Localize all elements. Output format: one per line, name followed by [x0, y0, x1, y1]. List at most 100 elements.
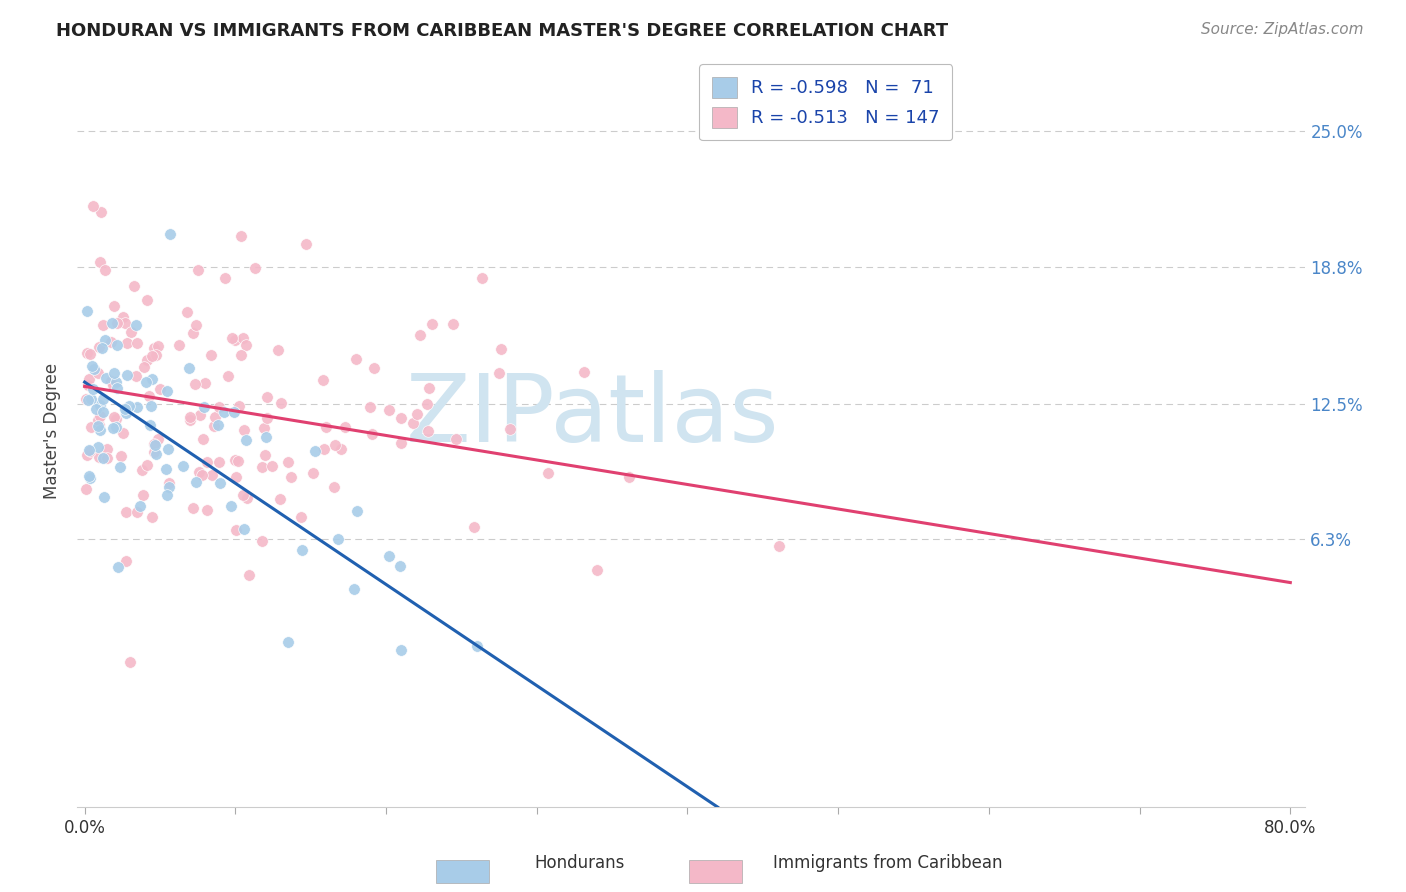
Point	[465, 639, 488, 653]
Point	[132, 359, 155, 374]
Point	[79, 471, 101, 485]
Point	[104, 412, 127, 426]
Point	[103, 299, 125, 313]
Point	[91, 405, 114, 419]
Point	[131, 463, 153, 477]
Point	[125, 504, 148, 518]
Point	[141, 372, 163, 386]
Point	[104, 420, 127, 434]
Point	[191, 468, 214, 483]
Point	[218, 368, 240, 383]
Point	[360, 427, 382, 442]
Point	[232, 423, 254, 437]
Point	[290, 509, 312, 524]
Point	[183, 377, 205, 392]
Point	[179, 409, 201, 424]
Point	[142, 437, 165, 451]
Point	[79, 444, 101, 458]
Point	[280, 470, 302, 484]
Point	[235, 433, 257, 447]
Point	[277, 635, 299, 649]
Point	[80, 419, 103, 434]
Text: Immigrants from Caribbean: Immigrants from Caribbean	[773, 855, 1002, 872]
Text: Hondurans: Hondurans	[534, 855, 624, 872]
Point	[124, 279, 146, 293]
Point	[146, 339, 169, 353]
Point	[377, 403, 399, 417]
Legend: R = -0.598   N =  71, R = -0.513   N = 147: R = -0.598 N = 71, R = -0.513 N = 147	[699, 64, 952, 140]
Point	[225, 523, 247, 537]
Point	[156, 384, 179, 399]
Point	[291, 543, 314, 558]
Point	[441, 317, 464, 331]
Point	[201, 468, 224, 483]
Point	[89, 424, 111, 438]
Point	[107, 381, 129, 395]
Point	[100, 316, 122, 330]
Point	[159, 227, 181, 241]
Point	[91, 392, 114, 406]
Point	[114, 554, 136, 568]
Point	[79, 347, 101, 361]
Point	[342, 582, 364, 596]
Point	[94, 334, 117, 348]
Point	[208, 455, 231, 469]
Point	[142, 445, 165, 459]
Text: ZIPatlas: ZIPatlas	[406, 370, 780, 462]
Point	[232, 488, 254, 502]
Point	[214, 271, 236, 285]
Point	[149, 382, 172, 396]
Point	[768, 539, 790, 553]
Point	[187, 465, 209, 479]
Point	[329, 442, 352, 456]
Point	[100, 375, 122, 389]
Point	[89, 409, 111, 423]
Point	[277, 454, 299, 468]
Point	[269, 492, 291, 507]
Point	[145, 348, 167, 362]
Point	[315, 420, 337, 434]
Point	[617, 469, 640, 483]
Point	[135, 376, 157, 390]
Point	[139, 399, 162, 413]
Point	[323, 479, 346, 493]
Point	[219, 499, 242, 513]
Point	[229, 348, 252, 362]
Point	[125, 400, 148, 414]
Point	[177, 361, 200, 376]
Point	[115, 335, 138, 350]
Point	[391, 642, 413, 657]
Point	[87, 367, 110, 381]
Point	[229, 229, 252, 244]
Point	[75, 482, 97, 496]
Point	[226, 454, 249, 468]
Point	[193, 376, 215, 390]
Text: Source: ZipAtlas.com: Source: ZipAtlas.com	[1201, 22, 1364, 37]
Point	[389, 559, 412, 574]
Point	[537, 466, 560, 480]
Point	[250, 459, 273, 474]
Point	[76, 304, 98, 318]
Point	[202, 418, 225, 433]
Point	[91, 450, 114, 465]
Point	[418, 381, 440, 395]
Point	[172, 458, 194, 473]
Point	[335, 419, 357, 434]
Point	[187, 262, 209, 277]
Point	[235, 338, 257, 352]
Point	[76, 346, 98, 360]
Point	[250, 534, 273, 549]
Point	[224, 453, 246, 467]
Point	[346, 351, 368, 366]
Point	[499, 422, 522, 436]
Point	[406, 407, 429, 421]
Point	[184, 475, 207, 489]
Point	[90, 341, 112, 355]
Point	[228, 399, 250, 413]
Point	[184, 318, 207, 332]
Point	[145, 447, 167, 461]
Point	[101, 377, 124, 392]
Point	[312, 373, 335, 387]
Point	[115, 368, 138, 382]
Point	[224, 334, 246, 348]
